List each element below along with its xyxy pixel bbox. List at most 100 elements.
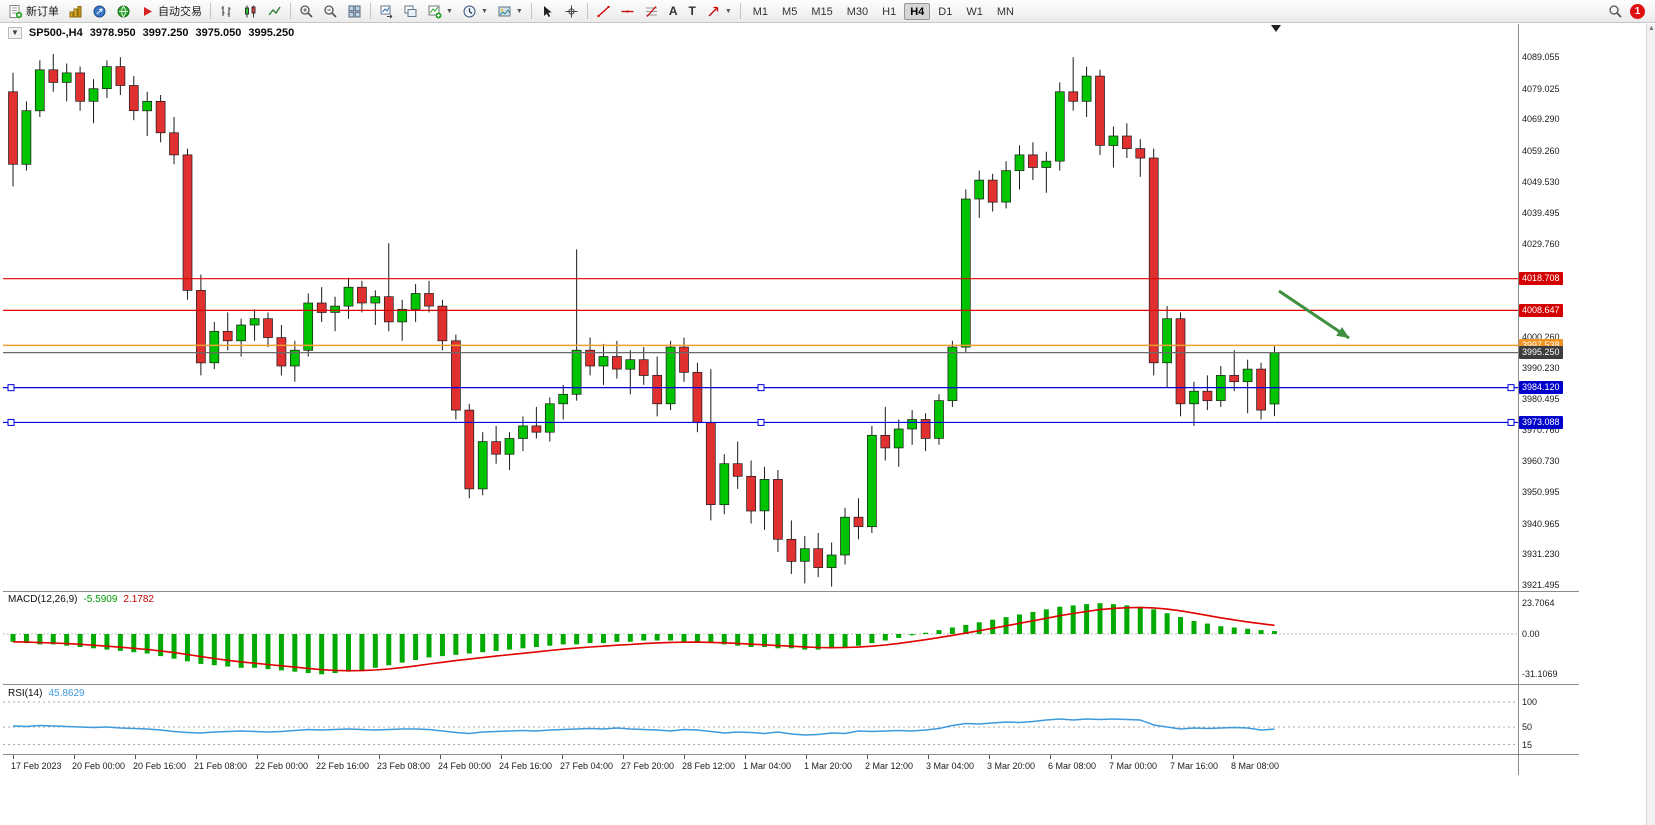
vertical-scrollbar[interactable]: ▲ xyxy=(1646,24,1655,825)
time-axis-label: 21 Feb 08:00 xyxy=(194,761,248,771)
candlestick-chart[interactable] xyxy=(3,24,1519,591)
timeframe-h4-button[interactable]: H4 xyxy=(904,2,931,20)
chart-line-button[interactable] xyxy=(263,1,286,21)
auto-trading-icon xyxy=(140,4,155,19)
market-watch-button[interactable] xyxy=(64,1,87,21)
time-tick xyxy=(257,755,258,759)
crosshair-button[interactable] xyxy=(560,1,583,21)
zoom-out-button[interactable] xyxy=(319,1,342,21)
time-tick xyxy=(562,755,563,759)
chart-close-value: 3995.250 xyxy=(248,27,295,39)
horizontal-line-button[interactable] xyxy=(616,1,639,21)
time-axis[interactable]: 17 Feb 2023 20 Feb 00:00 20 Feb 16:00 21 Fe… xyxy=(3,755,1579,775)
new-chart-button[interactable]: ▼ xyxy=(423,1,457,21)
time-tick xyxy=(196,755,197,759)
rsi-axis-label: 15 xyxy=(1522,739,1533,750)
new-order-label: 新订单 xyxy=(26,6,59,18)
time-axis-label: 6 Mar 08:00 xyxy=(1048,761,1097,771)
notification-badge[interactable]: 1 xyxy=(1630,3,1645,19)
timeframe-w1-button[interactable]: W1 xyxy=(966,5,983,18)
macd-axis-label: -31.1069 xyxy=(1522,669,1558,680)
auto-trading-button[interactable]: 自动交易 xyxy=(136,1,206,21)
horizontal-line-icon xyxy=(620,4,635,19)
search-icon xyxy=(1608,4,1623,19)
price-axis-label: 3960.730 xyxy=(1522,456,1560,467)
time-axis-label: 22 Feb 16:00 xyxy=(316,761,370,771)
time-tick xyxy=(318,755,319,759)
arrow-shape-icon xyxy=(706,4,721,19)
time-tick xyxy=(1050,755,1051,759)
templates-button[interactable]: ▼ xyxy=(493,1,527,21)
community-button[interactable] xyxy=(112,1,135,21)
time-tick xyxy=(1172,755,1173,759)
price-axis-label: 4049.530 xyxy=(1522,176,1560,187)
time-axis-label: 24 Feb 00:00 xyxy=(438,761,492,771)
time-tick xyxy=(989,755,990,759)
timeframe-m30-button[interactable]: M30 xyxy=(846,5,869,18)
chart-dropdown-icon[interactable]: ▼ xyxy=(8,27,22,39)
chart-shift-marker[interactable] xyxy=(1271,25,1281,32)
fibonacci-button[interactable] xyxy=(640,1,663,21)
community-icon xyxy=(116,4,131,19)
timeframe-m5-button[interactable]: M5 xyxy=(782,5,798,18)
text-button[interactable]: A xyxy=(668,4,678,18)
rsi-name: RSI(14) xyxy=(8,688,43,699)
macd-axis[interactable]: 23.7064 0.00 -31.1069 xyxy=(1519,592,1581,683)
timeframe-h1-button[interactable]: H1 xyxy=(882,5,897,18)
cascade-windows-icon xyxy=(403,4,418,19)
tile-windows-button[interactable] xyxy=(343,1,366,21)
rsi-axis-label: 100 xyxy=(1522,697,1538,707)
price-axis[interactable]: 4089.055 4079.025 4069.290 4059.260 4049.530… xyxy=(1519,24,1581,591)
price-chart-panel[interactable]: ▼ SP500-,H4 3978.950 3997.250 3975.050 3… xyxy=(3,24,1519,591)
time-axis-label: 22 Feb 00:00 xyxy=(255,761,309,771)
macd-label: MACD(12,26,9) -5.5909 2.1782 xyxy=(8,594,154,605)
chevron-down-icon: ▼ xyxy=(446,7,453,15)
arrange-windows-button[interactable] xyxy=(375,1,398,21)
price-axis-label: 4059.260 xyxy=(1522,145,1560,156)
scroll-up-icon[interactable]: ▲ xyxy=(1648,25,1655,32)
time-axis-label: 8 Mar 08:00 xyxy=(1231,761,1280,771)
timeframe-m15-button[interactable]: M15 xyxy=(811,5,833,18)
chart-bars-button[interactable] xyxy=(215,1,238,21)
toolbar-separator xyxy=(290,3,291,19)
panel-divider[interactable] xyxy=(3,591,1579,592)
timeframe-mn-button[interactable]: MN xyxy=(996,5,1014,18)
toolbar-separator xyxy=(210,3,211,19)
cursor-button[interactable] xyxy=(536,1,559,21)
time-axis-label: 1 Mar 04:00 xyxy=(743,761,792,771)
time-axis-label: 7 Mar 16:00 xyxy=(1170,761,1219,771)
timeframe-d1-button[interactable]: D1 xyxy=(938,5,953,18)
rsi-label: RSI(14) 45.8629 xyxy=(8,688,85,699)
time-axis-label: 28 Feb 12:00 xyxy=(682,761,736,771)
periods-button[interactable]: ▼ xyxy=(458,1,492,21)
chart-candles-button[interactable] xyxy=(239,1,262,21)
shapes-button[interactable]: ▼ xyxy=(702,1,736,21)
zoom-out-icon xyxy=(323,4,338,19)
zoom-in-button[interactable] xyxy=(295,1,318,21)
trendline-button[interactable] xyxy=(592,1,615,21)
cascade-windows-button[interactable] xyxy=(399,1,422,21)
time-axis-label: 23 Feb 08:00 xyxy=(377,761,431,771)
timeframe-m1-button[interactable]: M1 xyxy=(752,5,769,18)
time-axis-label: 20 Feb 00:00 xyxy=(72,761,126,771)
clock-icon xyxy=(462,4,477,19)
macd-panel[interactable]: MACD(12,26,9) -5.5909 2.1782 xyxy=(3,592,1519,683)
crosshair-icon xyxy=(564,4,579,19)
price-axis-label: 4079.025 xyxy=(1522,83,1560,94)
navigator-button[interactable] xyxy=(88,1,111,21)
auto-trading-label: 自动交易 xyxy=(158,6,202,18)
time-tick xyxy=(928,755,929,759)
text-label-button[interactable]: T xyxy=(688,4,696,18)
rsi-value: 45.8629 xyxy=(48,688,85,699)
panel-divider[interactable] xyxy=(3,684,1579,685)
rsi-axis[interactable]: 100 50 15 xyxy=(1519,686,1581,754)
axis-divider xyxy=(1518,24,1519,775)
new-order-button[interactable]: 新订单 xyxy=(4,1,63,21)
rsi-panel[interactable]: RSI(14) 45.8629 xyxy=(3,686,1519,754)
macd-axis-label: 23.7064 xyxy=(1522,598,1555,609)
chart-ohlc-info: ▼ SP500-,H4 3978.950 3997.250 3975.050 3… xyxy=(8,27,294,39)
search-button[interactable] xyxy=(1604,1,1627,21)
price-axis-label: 3950.995 xyxy=(1522,487,1560,498)
template-icon xyxy=(497,4,512,19)
time-tick xyxy=(379,755,380,759)
